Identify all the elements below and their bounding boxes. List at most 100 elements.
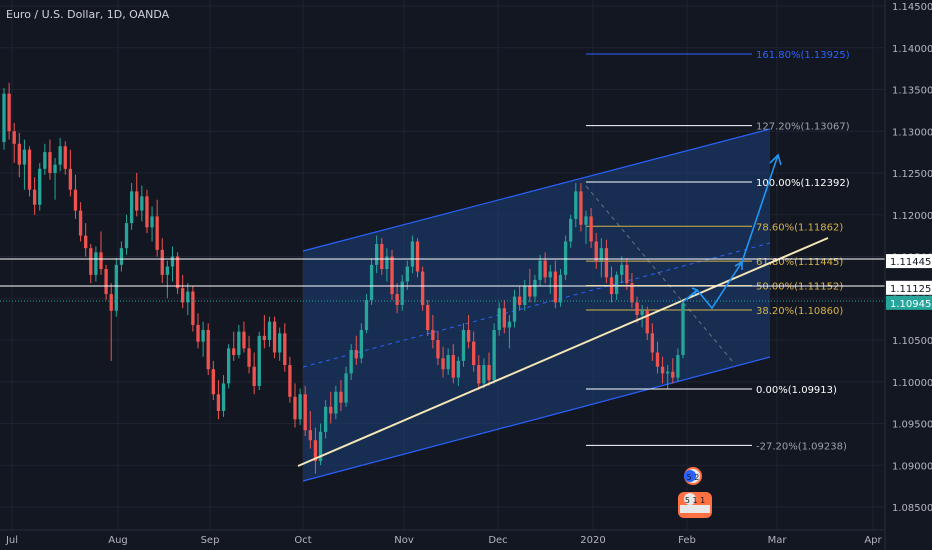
candle-body <box>410 241 415 267</box>
candle <box>221 375 226 417</box>
candle <box>94 246 98 282</box>
candle-body <box>604 248 609 278</box>
candle-body <box>431 329 435 340</box>
time-tick-4: Nov <box>394 535 414 546</box>
candle-body <box>119 248 124 265</box>
candle <box>466 314 471 349</box>
candle <box>548 264 552 295</box>
candle <box>165 260 170 299</box>
candle-body <box>27 149 32 190</box>
time-tick-8: Mar <box>768 535 788 546</box>
candle-body <box>507 321 512 328</box>
candle-body <box>395 294 399 305</box>
candle <box>145 189 149 234</box>
candle-body <box>563 241 568 275</box>
candle <box>604 239 609 284</box>
candle <box>63 141 67 175</box>
candle-body <box>594 241 598 261</box>
candle-body <box>165 266 170 275</box>
candle-body <box>630 283 634 303</box>
candle <box>405 260 409 290</box>
candle <box>359 323 364 364</box>
horizontal-price-lines <box>0 258 885 302</box>
candle <box>334 385 338 420</box>
candle-body <box>369 264 374 300</box>
candle-body <box>226 348 231 384</box>
candle-body <box>293 396 297 420</box>
candle-body <box>175 256 180 289</box>
price-label-bg-2 <box>886 295 932 310</box>
candle <box>512 289 517 328</box>
candle <box>226 344 231 389</box>
time-tick-2: Sep <box>201 535 220 546</box>
candle <box>293 383 297 428</box>
candle-body <box>323 406 328 432</box>
candle-body <box>17 143 21 165</box>
trendline[interactable] <box>297 237 829 467</box>
candle <box>318 423 323 466</box>
candle <box>523 279 527 311</box>
price-tick-5: 1.12000 <box>892 211 932 222</box>
candle-body <box>145 196 149 228</box>
candle-body <box>681 303 685 356</box>
event-marker-1-label: 5 2 <box>687 473 700 482</box>
candle <box>681 299 685 359</box>
candle <box>181 274 185 309</box>
candle <box>242 321 246 353</box>
candle-body <box>523 285 527 305</box>
candle <box>53 157 57 200</box>
candle <box>574 183 578 228</box>
candle-body <box>625 264 629 284</box>
candle <box>78 202 83 242</box>
candle <box>563 235 568 280</box>
candle-body <box>298 394 302 420</box>
candle <box>558 269 563 307</box>
candle <box>446 348 450 376</box>
candle-body <box>278 333 282 353</box>
candle <box>640 304 644 328</box>
candle-body <box>420 271 425 305</box>
candle <box>645 306 649 340</box>
candle-body <box>451 355 455 378</box>
price-label-2: 1.10945 <box>890 299 931 310</box>
projection-arrow-3 <box>769 153 782 166</box>
candle <box>308 410 312 449</box>
candle <box>216 380 221 420</box>
time-axis[interactable]: Jul Aug Sep Oct Nov Dec 2020 Feb Mar Apr <box>0 529 885 546</box>
event-marker-1[interactable]: 5 2 <box>684 467 702 485</box>
candle <box>487 352 491 386</box>
candle <box>201 321 205 357</box>
price-axis[interactable]: 1.14500 1.14000 1.13500 1.13000 1.12500 1.120… <box>884 0 932 550</box>
candle-body <box>2 93 6 143</box>
candle-body <box>558 274 563 303</box>
price-tick-10: 1.09500 <box>892 420 932 431</box>
candle-body <box>512 296 517 322</box>
candle-body <box>456 360 461 378</box>
candle-body <box>359 329 364 359</box>
candle <box>431 314 435 349</box>
candle-body <box>405 266 409 282</box>
candle-body <box>640 310 644 315</box>
candle <box>671 358 675 384</box>
candle-body <box>288 365 292 397</box>
candle <box>400 274 404 311</box>
candle-body <box>329 406 333 414</box>
candle-body <box>221 383 226 411</box>
time-tick-3: Oct <box>294 535 311 546</box>
candle <box>660 356 665 384</box>
price-tick-4: 1.12500 <box>892 169 932 180</box>
candle <box>288 356 292 403</box>
candle-body <box>94 252 98 275</box>
candle <box>48 139 52 180</box>
candle-body <box>12 131 16 144</box>
candle <box>620 256 624 284</box>
candle <box>323 400 328 439</box>
candle-body <box>400 281 404 305</box>
candle <box>589 208 593 249</box>
fib-label-4: 61.80%(1.11445) <box>756 257 843 268</box>
candle-body <box>78 210 83 236</box>
event-marker-2[interactable]: 5 1 1 <box>678 492 712 518</box>
candle-body <box>482 365 486 384</box>
candle-body <box>318 431 323 462</box>
